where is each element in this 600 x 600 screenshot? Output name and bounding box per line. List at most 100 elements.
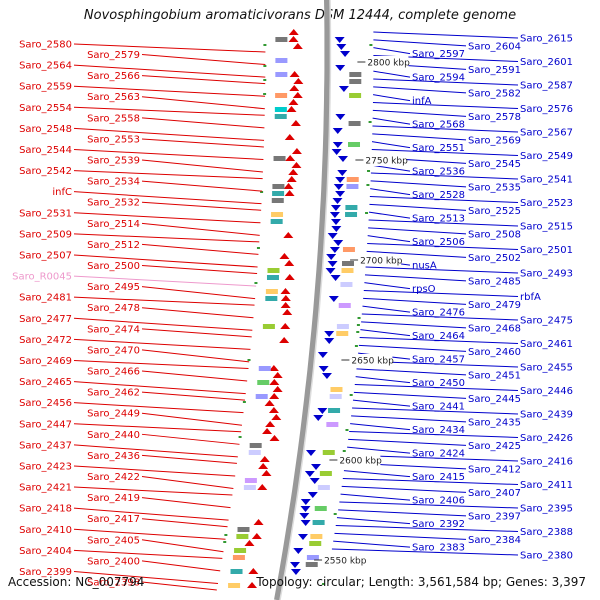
gene-label-right[interactable]: Saro_2502 [468,253,521,264]
gene-label-left[interactable]: Saro_2514 [87,219,140,230]
gene-label-right[interactable]: Saro_2604 [468,41,521,52]
gene-label-left[interactable]: Saro_2436 [87,451,140,462]
gene-label-right[interactable]: Saro_2535 [468,182,521,193]
gene-label-right[interactable]: Saro_2468 [468,323,521,334]
gene-label-left[interactable]: Saro_2531 [19,208,72,219]
gene-label-left[interactable]: Saro_2500 [87,261,140,272]
gene-label-right[interactable]: Saro_2441 [412,402,465,413]
gene-label-left[interactable]: Saro_2553 [87,134,140,145]
gene-label-right[interactable]: Saro_2425 [468,441,521,452]
gene-label-left[interactable]: Saro_2580 [19,40,72,51]
gene-label-left[interactable]: Saro_2465 [19,377,72,388]
gene-label-left[interactable]: Saro_2418 [19,504,72,515]
gene-label-left[interactable]: Saro_2509 [19,229,72,240]
gene-label-right[interactable]: Saro_2475 [520,316,573,327]
gene-label-right[interactable]: Saro_2493 [520,269,573,280]
gene-label-left[interactable]: Saro_2481 [19,293,72,304]
gene-label-right[interactable]: Saro_2457 [412,355,465,366]
gene-label-left[interactable]: Saro_2462 [87,388,140,399]
gene-label-right[interactable]: rbfA [520,292,541,303]
gene-label-right[interactable]: Saro_2545 [468,159,521,170]
gene-label-left[interactable]: Saro_2478 [87,303,140,314]
gene-label-right[interactable]: Saro_2551 [412,143,465,154]
gene-label-right[interactable]: Saro_2576 [520,104,573,115]
gene-label-right[interactable]: Saro_2397 [468,511,521,522]
gene-label-right[interactable]: Saro_2411 [520,480,573,491]
gene-label-left[interactable]: Saro_2400 [87,556,140,567]
gene-label-right[interactable]: Saro_2508 [468,229,521,240]
gene-label-left[interactable]: Saro_2405 [87,535,140,546]
gene-label-left[interactable]: Saro_2495 [87,282,140,293]
gene-label-right[interactable]: Saro_2384 [468,535,521,546]
gene-label-right[interactable]: Saro_2424 [412,449,465,460]
gene-label-right[interactable]: Saro_2407 [468,488,521,499]
gene-label-right[interactable]: infA [412,96,432,107]
gene-label-right[interactable]: Saro_2406 [412,496,465,507]
gene-label-left[interactable]: Saro_2421 [19,483,72,494]
gene-label-right[interactable]: Saro_2615 [520,34,573,45]
gene-label-right[interactable]: Saro_2485 [468,276,521,287]
gene-label-right[interactable]: Saro_2587 [520,81,573,92]
gene-label-right[interactable]: Saro_2525 [468,206,521,217]
gene-label-right[interactable]: Saro_2476 [412,308,465,319]
gene-label-right[interactable]: Saro_2446 [520,386,573,397]
gene-label-left[interactable]: Saro_2440 [87,430,140,441]
gene-label-left[interactable]: Saro_2532 [87,198,140,209]
gene-label-right[interactable]: Saro_2451 [468,370,521,381]
gene-label-left[interactable]: Saro_2470 [87,345,140,356]
gene-label-right[interactable]: Saro_2501 [520,245,573,256]
gene-label-right[interactable]: Saro_2513 [412,214,465,225]
gene-label-right[interactable]: Saro_2582 [468,88,521,99]
gene-label-right[interactable]: Saro_2455 [520,363,573,374]
gene-label-right[interactable]: Saro_2569 [468,135,521,146]
gene-label-left[interactable]: infC [52,187,72,198]
gene-label-right[interactable]: Saro_2392 [412,519,465,530]
gene-label-left[interactable]: Saro_2417 [87,514,140,525]
gene-label-right[interactable]: Saro_2601 [520,57,573,68]
gene-label-right[interactable]: Saro_2506 [412,237,465,248]
gene-label-left[interactable]: Saro_2422 [87,472,140,483]
gene-label-right[interactable]: Saro_2435 [468,417,521,428]
gene-label-right[interactable]: Saro_2416 [520,457,573,468]
gene-label-left[interactable]: Saro_2512 [87,240,140,251]
gene-label-right[interactable]: Saro_2415 [412,472,465,483]
gene-label-right[interactable]: Saro_2395 [520,504,573,515]
gene-label-right[interactable]: Saro_2578 [468,112,521,123]
gene-label-left[interactable]: Saro_2447 [19,419,72,430]
gene-label-left[interactable]: Saro_2539 [87,156,140,167]
gene-label-right[interactable]: nusA [412,261,437,272]
gene-label-right[interactable]: Saro_2464 [412,331,465,342]
gene-label-left[interactable]: Saro_2507 [19,250,72,261]
gene-label-left[interactable]: Saro_2466 [87,367,140,378]
gene-label-left[interactable]: Saro_2477 [19,314,72,325]
gene-label-right[interactable]: Saro_2591 [468,65,521,76]
gene-label-right[interactable]: Saro_2439 [520,410,573,421]
gene-label-right[interactable]: Saro_2434 [412,425,465,436]
gene-label-right[interactable]: rpsO [412,284,436,295]
gene-label-left[interactable]: Saro_2410 [19,525,72,536]
gene-label-left[interactable]: Saro_2419 [87,493,140,504]
gene-label-right[interactable]: Saro_2515 [520,222,573,233]
gene-label-right[interactable]: Saro_2445 [468,394,521,405]
gene-label-left[interactable]: Saro_2399 [19,567,72,578]
gene-label-right[interactable]: Saro_2383 [412,543,465,554]
gene-label-right[interactable]: Saro_2597 [412,49,465,60]
gene-label-left[interactable]: Saro_2404 [19,546,72,557]
gene-label-right[interactable]: Saro_2380 [520,551,573,562]
gene-label-right[interactable]: Saro_2568 [412,120,465,131]
gene-label-right[interactable]: Saro_2536 [412,167,465,178]
gene-label-right[interactable]: Saro_2426 [520,433,573,444]
gene-label-left[interactable]: Saro_2437 [19,440,72,451]
gene-label-left[interactable]: Saro_2563 [87,92,140,103]
gene-label-left[interactable]: Saro_2449 [87,409,140,420]
gene-label-left[interactable]: Saro_2474 [87,324,140,335]
gene-label-left[interactable]: Saro_2544 [19,145,72,156]
gene-label-left[interactable]: Saro_2566 [87,71,140,82]
gene-label-right[interactable]: Saro_2450 [412,378,465,389]
gene-label-right[interactable]: Saro_2523 [520,198,573,209]
gene-label-left[interactable]: Saro_2469 [19,356,72,367]
gene-label-right[interactable]: Saro_2567 [520,128,573,139]
gene-label-left[interactable]: Saro_2423 [19,461,72,472]
gene-label-right[interactable]: Saro_2528 [412,190,465,201]
gene-label-left[interactable]: Saro_2548 [19,124,72,135]
